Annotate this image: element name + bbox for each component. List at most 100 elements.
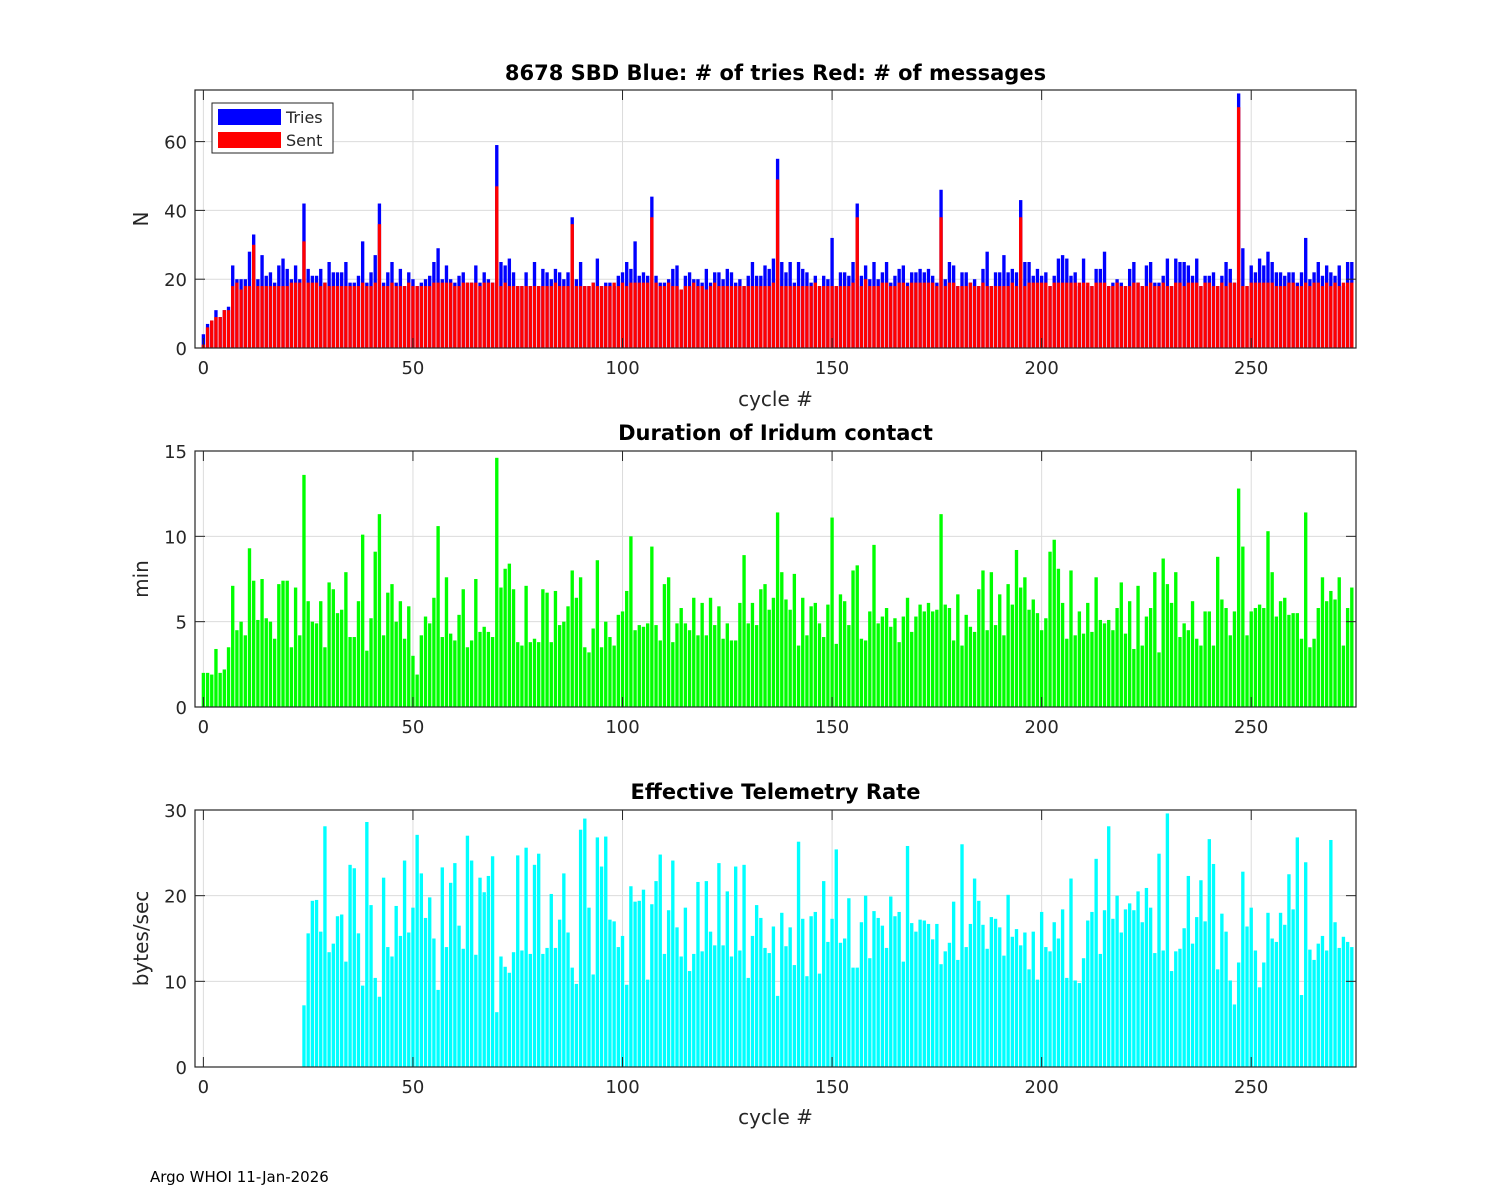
sent-bar [285,286,289,348]
value-bar [1144,616,1149,707]
value-bar [1102,623,1107,707]
value-bar [998,594,1002,707]
sent-bar [734,286,738,348]
value-bar [507,972,512,1067]
value-bar [792,573,797,707]
value-bar [713,945,717,1067]
value-bar [1228,635,1232,707]
sent-bar [583,286,587,348]
value-bar [842,601,847,707]
x-tick-label: 50 [401,1077,424,1098]
sent-bar [604,286,608,348]
sent-bar [1220,282,1224,348]
sent-bar [545,286,549,348]
sent-bar [1304,282,1308,348]
value-bar [1148,608,1153,707]
value-bar [407,932,411,1067]
value-bar [1052,539,1056,707]
sent-bar [319,286,323,348]
value-bar [1161,558,1165,707]
value-bar [419,873,424,1067]
sent-bar [373,282,377,348]
sent-bar [1190,282,1195,348]
value-bar [1039,630,1044,707]
value-bar [1098,619,1103,707]
value-bar [641,626,646,707]
sent-bar [1228,282,1232,348]
value-bar [281,580,285,707]
value-bar [243,635,247,707]
value-bar [1241,871,1245,1067]
sent-bar [277,286,281,348]
value-bar [826,604,830,707]
value-bar [1245,635,1249,707]
value-bar [654,881,658,1067]
value-bar [511,952,516,1067]
value-bar [633,901,637,1067]
sent-bar [1320,286,1325,348]
value-bar [440,637,444,707]
sent-bar [260,286,264,348]
value-bar [696,881,700,1067]
value-bar [838,942,843,1067]
value-bar [700,951,704,1067]
sent-bar [465,282,470,348]
value-bar [495,457,499,707]
value-bar [884,608,889,707]
sent-bar [369,286,373,348]
value-bar [335,613,340,707]
value-bar [654,625,658,707]
value-bar [612,921,616,1067]
value-bar [553,590,558,707]
sent-bar [884,282,889,348]
value-bar [713,625,717,707]
value-bar [448,882,453,1067]
sent-bar [1195,282,1199,348]
value-bar [335,916,340,1067]
sent-bar [805,286,809,348]
sent-bar [511,286,516,348]
value-bar [1069,570,1073,707]
sent-bar [1002,286,1006,348]
duration-panel: 0 50 100 150 200 250 0 5 10 15 Duration of Iridum … [129,421,1357,738]
value-bar [1019,587,1023,707]
y-tick-label: 10 [164,972,187,993]
x-tick-label: 100 [605,358,639,379]
value-bar [1312,959,1316,1067]
value-bar [319,601,323,707]
sent-bar [1224,286,1228,348]
sent-bar [1132,282,1136,348]
value-bar [972,878,977,1067]
legend-label-sent: Sent [286,131,322,150]
value-bar [742,864,746,1067]
sent-bar [889,286,893,348]
value-bar [524,847,528,1067]
value-bar [633,630,637,707]
sent-bar [1216,286,1220,348]
value-bar [1157,652,1161,707]
value-bar [675,927,679,1067]
sent-bar [1136,282,1140,348]
x-tick-label: 150 [815,717,849,738]
sent-bar [516,286,520,348]
sent-bar [214,317,218,348]
value-bar [1132,648,1136,707]
value-bar [1060,909,1065,1067]
value-bar [901,616,906,707]
value-bar [516,642,520,707]
value-bar [993,918,998,1067]
value-bar [365,821,369,1067]
value-bar [868,958,872,1067]
value-bar [750,602,755,707]
sent-bar [222,310,227,348]
value-bar [520,645,524,707]
value-bar [1111,918,1115,1067]
value-bar [1178,948,1182,1067]
value-bar [1266,912,1270,1067]
value-bar [725,891,729,1067]
value-bar [637,900,641,1067]
sent-bar [801,286,805,348]
value-bar [1253,950,1258,1067]
value-bar [1027,969,1031,1067]
value-bar [801,597,805,707]
